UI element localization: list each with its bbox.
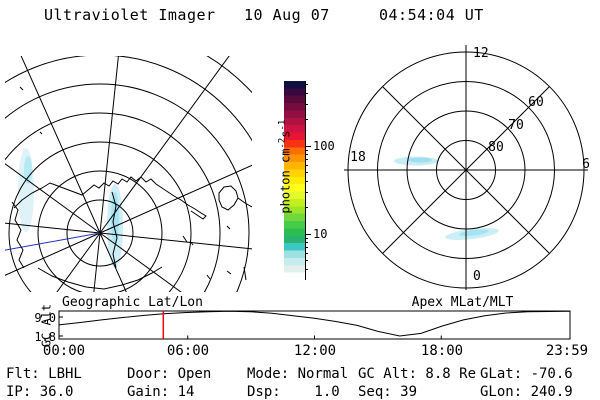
gc-plot-ticks xyxy=(59,316,442,339)
colorbar-tick xyxy=(305,172,308,174)
polar-caption: Apex MLat/MLT xyxy=(411,295,514,310)
colorbar-tick xyxy=(305,268,308,270)
colorbar-tick xyxy=(305,165,308,167)
mlat-label-60: 60 xyxy=(528,95,544,110)
map-meridians xyxy=(5,56,252,292)
status-gcalt: GC Alt: 8.8 Re xyxy=(358,366,477,382)
map-uv-patch-center-core xyxy=(111,192,119,244)
colorbar-tick xyxy=(305,259,308,261)
colorbar-label-sup1: -2 xyxy=(277,137,288,149)
time-label: 04:54:04 UT xyxy=(379,6,484,24)
map-caption: Geographic Lat/Lon xyxy=(62,295,203,310)
status-gain: Gain: 14 xyxy=(127,384,195,400)
status-seq: Seq: 39 xyxy=(358,384,418,400)
polar-uv-patch-dusk-core xyxy=(408,157,432,163)
mlt-label-12: 12 xyxy=(473,46,489,61)
gc-xtick-1200: 12:00 xyxy=(293,343,337,359)
gc-alt-plot xyxy=(58,310,571,340)
colorbar-axis xyxy=(305,81,306,280)
gc-plot-frame xyxy=(58,310,571,340)
mlat-label-70: 70 xyxy=(508,118,524,133)
gc-xtick-0000: 00:00 xyxy=(42,343,86,359)
colorbar-label-prefix: photon cm xyxy=(278,148,293,214)
app-title: Ultraviolet Imager xyxy=(44,6,216,24)
gc-ytick-top: 9.0 xyxy=(34,311,56,325)
map-coastlines xyxy=(11,86,252,290)
colorbar-tick xyxy=(305,145,311,147)
colorbar-tick xyxy=(305,92,308,94)
colorbar-label-sup2: -1 xyxy=(277,119,288,131)
colorbar-tick xyxy=(305,253,308,255)
status-glat: GLat: -70.6 xyxy=(480,366,573,382)
colorbar-tick xyxy=(305,119,308,121)
colorbar-tick xyxy=(305,159,308,161)
colorbar-tick xyxy=(305,242,308,244)
status-door: Door: Open xyxy=(127,366,212,382)
colorbar-tick-label: 10 xyxy=(313,227,328,242)
gc-xtick-0600: 06:00 xyxy=(166,343,210,359)
colorbar-label-mid: s xyxy=(278,130,293,138)
status-ip: IP: 36.0 xyxy=(6,384,74,400)
mlt-label-0: 0 xyxy=(473,269,481,284)
status-dsp: Dsp: 1.0 xyxy=(247,384,340,400)
colorbar-tick xyxy=(305,84,308,86)
colorbar-tick xyxy=(305,247,308,249)
status-flt: Flt: LBHL xyxy=(6,366,82,382)
colorbar-tick xyxy=(305,180,308,182)
gc-altitude-curve xyxy=(58,310,571,337)
date-label: 10 Aug 07 xyxy=(244,6,330,24)
colorbar-label: photon cm-2s-1 xyxy=(264,120,293,243)
colorbar-tick xyxy=(305,154,308,156)
map-uv-patch-left-core xyxy=(24,156,32,184)
colorbar-tick xyxy=(305,233,311,235)
apex-polar-plot: 12 18 6 0 60 70 80 xyxy=(344,45,590,290)
colorbar-tick xyxy=(305,207,308,209)
colorbar-tick xyxy=(305,191,308,193)
colorbar-tick xyxy=(305,237,308,239)
mlt-label-6: 6 xyxy=(582,157,590,172)
polar-mlt-spokes xyxy=(344,45,588,290)
colorbar-tick-label: 100 xyxy=(313,139,335,154)
mlat-label-80: 80 xyxy=(488,140,504,155)
status-mode: Mode: Normal xyxy=(247,366,349,382)
geographic-map xyxy=(5,56,252,292)
mlt-label-18: 18 xyxy=(350,150,366,165)
gc-xtick-1800: 18:00 xyxy=(420,343,464,359)
gc-xtick-2359: 23:59 xyxy=(545,343,589,359)
colorbar-tick xyxy=(305,149,308,151)
colorbar-tick xyxy=(305,103,308,105)
gc-ytick-bottom: 1.8 xyxy=(34,330,56,344)
status-glon: GLon: 240.9 xyxy=(480,384,573,400)
map-blue-meridian xyxy=(5,232,101,251)
colorbar xyxy=(284,81,305,280)
map-latitude-circles xyxy=(5,56,252,292)
